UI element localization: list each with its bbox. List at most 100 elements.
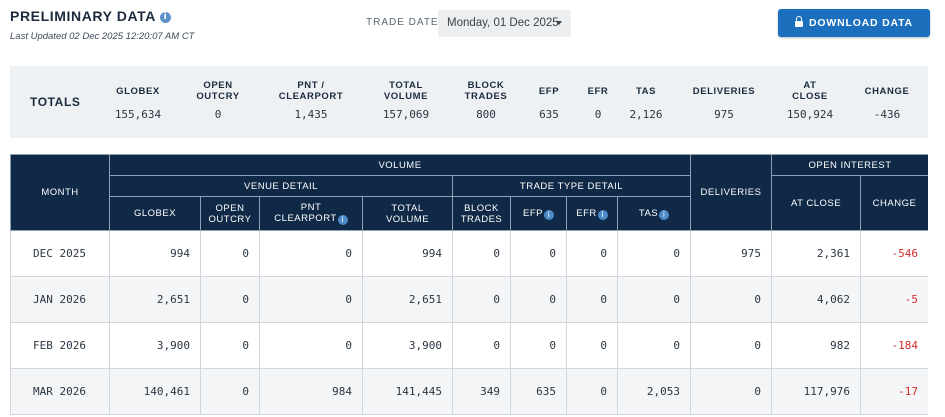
total-volume-column-header[interactable]: TOTAL VOLUME: [362, 196, 453, 231]
lock-icon: [795, 16, 804, 27]
trade-date-value: Monday, 01 Dec 2025: [447, 17, 559, 29]
table-row: JAN 2026 2,651 0 0 2,651 0 0 0 0 0 4,062…: [10, 276, 928, 323]
cell-tas: 0: [617, 322, 691, 369]
totals-value: 800: [476, 108, 496, 121]
cell-open-outcry: 0: [200, 368, 260, 415]
cell-at-close: 117,976: [771, 368, 861, 415]
info-icon[interactable]: i: [159, 12, 171, 23]
table-row: MAR 2026 140,461 0 984 141,445 349 635 0…: [10, 368, 928, 415]
header-line: TAS: [638, 207, 659, 219]
cell-deliveries: 0: [690, 368, 772, 415]
open-interest-group-header: OPEN INTEREST: [770, 154, 928, 176]
download-data-button[interactable]: DOWNLOAD DATA: [778, 9, 930, 37]
totals-value: 0: [594, 108, 602, 121]
totals-value: 0: [214, 108, 222, 121]
header-line: TRADES: [460, 213, 503, 225]
change-column-header[interactable]: CHANGE: [859, 175, 928, 231]
totals-label: TOTALS: [30, 95, 81, 109]
totals-header: OPEN: [203, 80, 233, 91]
cell-month: FEB 2026: [10, 322, 110, 369]
page-title-text: PRELIMINARY DATA: [10, 8, 156, 24]
cell-total-volume: 994: [362, 230, 453, 277]
cell-change: -546: [859, 230, 928, 277]
totals-value: 975: [714, 108, 734, 121]
cell-month: MAR 2026: [10, 368, 110, 415]
cell-deliveries: 0: [690, 322, 772, 369]
globex-column-header[interactable]: GLOBEX: [109, 196, 201, 231]
info-icon[interactable]: i: [597, 209, 608, 220]
totals-header: TAS: [635, 86, 657, 97]
month-column-header[interactable]: MONTH: [10, 154, 110, 231]
trade-date-label: TRADE DATE: [366, 17, 439, 28]
totals-header: VOLUME: [383, 91, 429, 102]
table-row: DEC 2025 994 0 0 994 0 0 0 0 975 2,361 -…: [10, 230, 928, 277]
cell-change: -5: [859, 276, 928, 323]
totals-header: EFP: [538, 86, 560, 97]
efr-column-header[interactable]: EFR i: [566, 196, 618, 231]
cell-total-volume: 3,900: [362, 322, 453, 369]
cell-month: JAN 2026: [10, 276, 110, 323]
cell-open-outcry: 0: [200, 230, 260, 277]
cell-deliveries: 975: [690, 230, 772, 277]
cell-pnt-clearport: 0: [259, 230, 363, 277]
totals-value: 635: [539, 108, 559, 121]
cell-tas: 0: [617, 276, 691, 323]
cell-block-trades: 0: [452, 322, 511, 369]
cell-efp: 0: [510, 276, 567, 323]
cell-block-trades: 0: [452, 276, 511, 323]
deliveries-column-header[interactable]: DELIVERIES: [690, 154, 772, 231]
info-icon[interactable]: i: [337, 215, 348, 225]
cell-pnt-clearport: 0: [259, 276, 363, 323]
cell-pnt-clearport: 0: [259, 322, 363, 369]
totals-value: -436: [873, 108, 901, 121]
totals-value: 1,435: [294, 108, 328, 121]
totals-header: DELIVERIES: [692, 86, 756, 97]
cell-change: -17: [859, 368, 928, 415]
info-icon[interactable]: i: [543, 209, 554, 220]
totals-header: TOTAL: [389, 80, 423, 91]
totals-value: 155,634: [114, 108, 162, 121]
cell-globex: 2,651: [109, 276, 201, 323]
last-updated-text: Last Updated 02 Dec 2025 12:20:07 AM CT: [10, 31, 195, 42]
volume-group-header: VOLUME: [109, 154, 691, 176]
cell-tas: 0: [617, 230, 691, 277]
cell-efp: 635: [510, 368, 567, 415]
totals-header: AT: [803, 80, 817, 91]
trade-date-select[interactable]: Monday, 01 Dec 2025: [438, 10, 571, 37]
totals-value: 150,924: [786, 108, 834, 121]
header-line: PNT: [300, 202, 322, 213]
cell-change: -184: [859, 322, 928, 369]
cell-efr: 0: [566, 368, 618, 415]
info-icon[interactable]: i: [659, 209, 670, 220]
caret-down-icon: [556, 21, 562, 25]
header-line: OUTCRY: [208, 213, 252, 225]
at-close-column-header[interactable]: AT CLOSE: [771, 175, 861, 231]
totals-header: BLOCK: [467, 80, 505, 91]
open-outcry-column-header[interactable]: OPEN OUTCRY: [200, 196, 260, 231]
cell-total-volume: 141,445: [362, 368, 453, 415]
totals-header: OUTCRY: [196, 91, 240, 102]
header-line: TOTAL: [391, 202, 424, 214]
header-line: CLEARPORT: [274, 213, 337, 224]
cell-efr: 0: [566, 276, 618, 323]
totals-header: CLEARPORT: [278, 91, 344, 102]
totals-value: 2,126: [629, 108, 663, 121]
header-line: EFR: [576, 207, 597, 219]
cell-tas: 2,053: [617, 368, 691, 415]
totals-header: TRADES: [464, 91, 508, 102]
efp-column-header[interactable]: EFP i: [510, 196, 567, 231]
cell-month: DEC 2025: [10, 230, 110, 277]
header-line: EFP: [523, 207, 543, 219]
volume-table: MONTH VOLUME DELIVERIES OPEN INTEREST VE…: [10, 154, 928, 417]
totals-value: 157,069: [382, 108, 430, 121]
block-trades-column-header[interactable]: BLOCK TRADES: [452, 196, 511, 231]
cell-block-trades: 0: [452, 230, 511, 277]
totals-header: PNT /: [297, 80, 325, 91]
cell-block-trades: 349: [452, 368, 511, 415]
pnt-clearport-column-header[interactable]: PNT CLEARPORT i: [259, 196, 363, 231]
trade-type-detail-group-header: TRADE TYPE DETAIL: [452, 175, 691, 197]
page-title: PRELIMINARY DATA i: [10, 8, 171, 24]
cell-efr: 0: [566, 230, 618, 277]
cell-globex: 140,461: [109, 368, 201, 415]
tas-column-header[interactable]: TAS i: [617, 196, 691, 231]
